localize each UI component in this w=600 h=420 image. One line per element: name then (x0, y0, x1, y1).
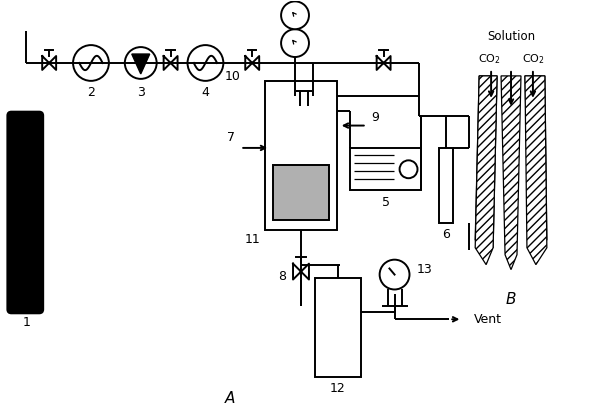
Circle shape (188, 45, 223, 81)
Polygon shape (501, 76, 521, 270)
Text: 7: 7 (227, 131, 235, 144)
Circle shape (281, 1, 309, 29)
Circle shape (400, 160, 418, 178)
Text: B: B (506, 292, 516, 307)
Bar (315, 278, 361, 377)
Text: 9: 9 (371, 111, 380, 124)
Bar (265, 81, 337, 230)
Bar (350, 148, 421, 190)
Text: 12: 12 (330, 382, 346, 395)
Circle shape (380, 260, 409, 289)
Text: 13: 13 (416, 263, 432, 276)
Text: 3: 3 (137, 86, 145, 99)
Text: Solution: Solution (487, 30, 535, 43)
Polygon shape (475, 76, 497, 265)
Text: 2: 2 (87, 86, 95, 99)
Text: CO$_2$: CO$_2$ (521, 52, 544, 66)
Text: 10: 10 (224, 71, 240, 84)
Text: CO$_2$: CO$_2$ (478, 52, 500, 66)
Polygon shape (525, 76, 547, 248)
Bar (273, 165, 329, 220)
Bar (439, 148, 453, 223)
Text: Vent: Vent (474, 313, 502, 326)
Polygon shape (475, 76, 497, 248)
Text: 11: 11 (244, 233, 260, 246)
Text: 6: 6 (442, 228, 450, 241)
Circle shape (281, 29, 309, 57)
FancyBboxPatch shape (7, 112, 43, 313)
Text: 1: 1 (22, 316, 30, 329)
Text: 5: 5 (382, 196, 389, 209)
Circle shape (73, 45, 109, 81)
Text: 4: 4 (202, 86, 209, 99)
Text: A: A (225, 391, 236, 406)
Circle shape (125, 47, 157, 79)
Polygon shape (132, 54, 149, 74)
Text: 8: 8 (278, 270, 286, 283)
Polygon shape (525, 76, 547, 265)
